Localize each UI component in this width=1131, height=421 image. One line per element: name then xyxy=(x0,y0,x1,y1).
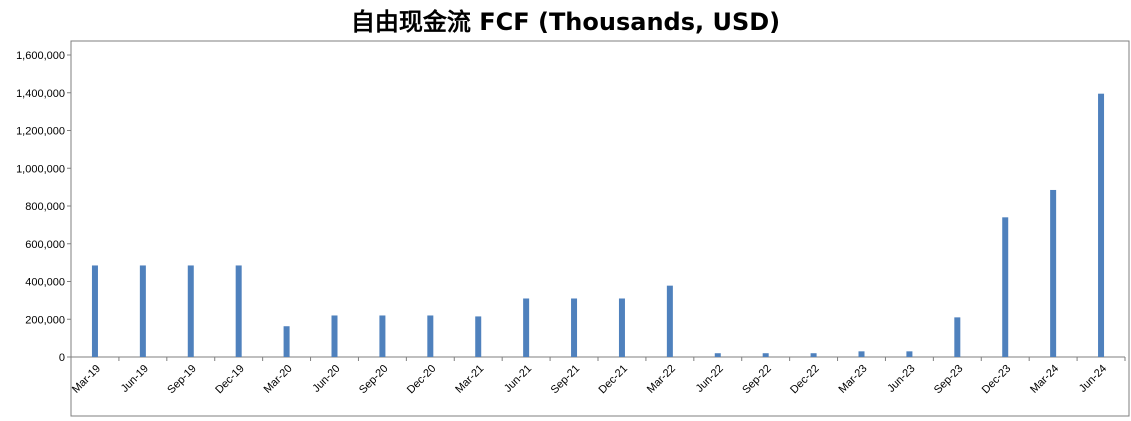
y-tick-label: 600,000 xyxy=(25,239,65,251)
x-tick-label: Mar-23 xyxy=(836,363,869,396)
x-tick-label: Mar-20 xyxy=(262,363,295,396)
chart-title: 自由现金流 FCF (Thousands, USD) xyxy=(350,8,781,36)
bar-mar-22 xyxy=(666,285,673,357)
bar-jun-24 xyxy=(1098,93,1105,357)
bar-mar-21 xyxy=(475,316,482,357)
bar-jun-20 xyxy=(331,315,338,357)
bar-mar-23 xyxy=(858,351,865,357)
x-tick-label: Jun-19 xyxy=(119,363,151,395)
bar-dec-19 xyxy=(235,265,242,357)
x-tick-label: Sep-21 xyxy=(549,363,583,397)
x-tick-label: Dec-23 xyxy=(980,363,1014,397)
x-tick-label: Sep-23 xyxy=(932,363,966,397)
plot-area-border xyxy=(70,40,1130,417)
bar-mar-19 xyxy=(91,265,98,357)
x-tick-label: Jun-20 xyxy=(310,363,342,395)
x-tick-label: Jun-21 xyxy=(502,363,534,395)
x-tick-label: Sep-19 xyxy=(165,363,199,397)
bar-sep-19 xyxy=(187,265,194,357)
bar-sep-23 xyxy=(954,317,961,357)
y-tick-label: 400,000 xyxy=(25,277,65,289)
bar-jun-22 xyxy=(714,353,721,357)
y-tick-label: 800,000 xyxy=(25,201,65,213)
bar-jun-19 xyxy=(139,265,146,357)
x-tick-label: Mar-21 xyxy=(453,363,486,396)
bar-dec-21 xyxy=(618,298,625,357)
x-tick-label: Dec-19 xyxy=(213,363,247,397)
x-tick-label: Dec-21 xyxy=(597,363,631,397)
bar-mar-20 xyxy=(283,326,290,357)
y-tick-label: 0 xyxy=(59,352,65,364)
y-tick-label: 1,400,000 xyxy=(16,88,65,100)
bar-mar-24 xyxy=(1050,189,1057,357)
bar-jun-21 xyxy=(523,298,530,357)
y-tick-label: 1,600,000 xyxy=(16,50,65,62)
y-tick-label: 1,200,000 xyxy=(16,126,65,138)
x-tick-label: Jun-22 xyxy=(694,363,726,395)
bar-sep-20 xyxy=(379,315,386,357)
y-tick-label: 200,000 xyxy=(25,314,65,326)
bar-sep-21 xyxy=(571,298,578,357)
x-tick-label: Jun-24 xyxy=(1077,363,1109,395)
bar-jun-23 xyxy=(906,351,913,357)
bar-sep-22 xyxy=(762,353,769,357)
x-tick-label: Sep-22 xyxy=(740,363,774,397)
y-tick-label: 1,000,000 xyxy=(16,163,65,175)
bar-dec-20 xyxy=(427,315,434,357)
bar-dec-22 xyxy=(810,353,817,357)
x-tick-label: Sep-20 xyxy=(357,363,391,397)
x-tick-label: Dec-22 xyxy=(788,363,822,397)
x-tick-label: Mar-24 xyxy=(1028,363,1061,396)
bar-dec-23 xyxy=(1002,217,1009,357)
x-tick-label: Dec-20 xyxy=(405,363,439,397)
x-tick-label: Mar-19 xyxy=(70,363,103,396)
x-tick-label: Mar-22 xyxy=(645,363,678,396)
x-tick-label: Jun-23 xyxy=(885,363,917,395)
